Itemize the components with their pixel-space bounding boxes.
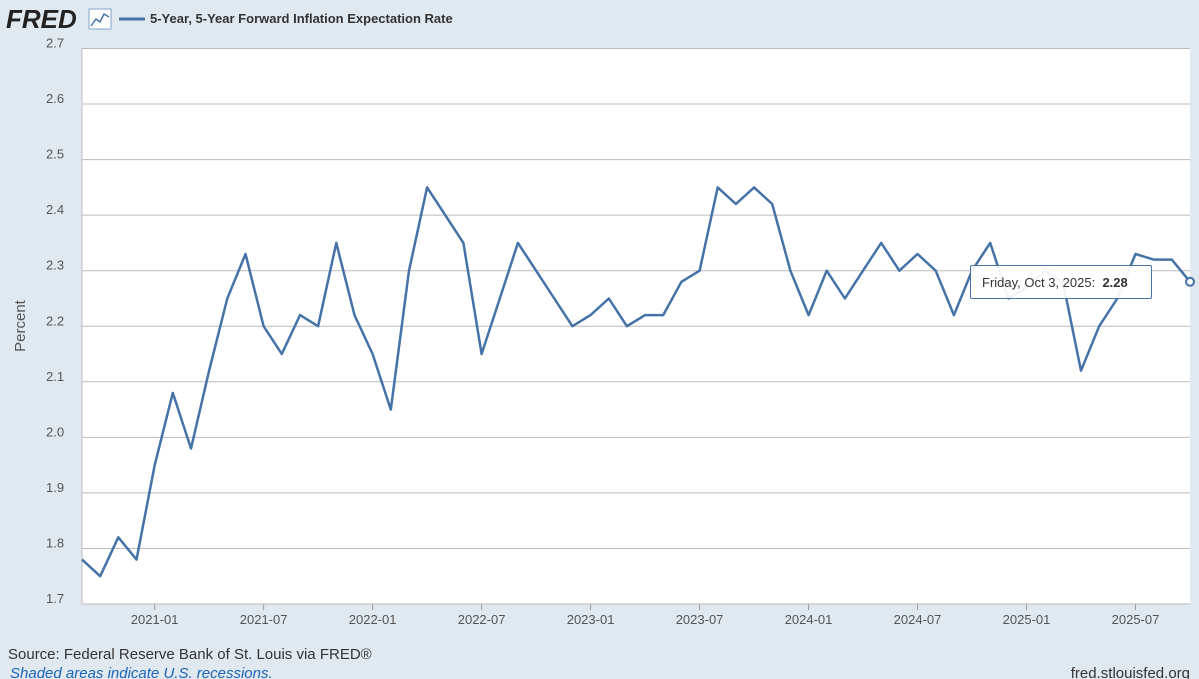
tooltip-value: 2.28 — [1102, 274, 1128, 290]
recession-note[interactable]: Shaded areas indicate U.S. recessions. — [10, 665, 273, 679]
x-tick-label: 2025-07 — [1112, 612, 1160, 627]
source: Source: Federal Reserve Bank of St. Loui… — [8, 646, 372, 663]
x-tick-label: 2023-07 — [676, 612, 724, 627]
x-tick-label: 2024-07 — [894, 612, 942, 627]
y-tick-label: 2.3 — [46, 258, 64, 273]
x-tick-label: 2022-07 — [458, 612, 506, 627]
tooltip-label: Friday, Oct 3, 2025: — [982, 274, 1096, 290]
y-axis-label: Percent — [12, 299, 29, 352]
y-tick-label: 2.7 — [46, 36, 64, 51]
x-tick-label: 2021-01 — [131, 612, 179, 627]
y-tick-label: 2.0 — [46, 424, 64, 439]
logo-icon — [88, 8, 112, 30]
y-tick-label: 2.4 — [46, 202, 64, 217]
y-tick-label: 2.5 — [46, 147, 64, 162]
logo: FRED — [6, 4, 77, 34]
y-tick-label: 1.7 — [46, 591, 64, 606]
x-tick-label: 2022-01 — [349, 612, 397, 627]
y-tick-label: 2.1 — [46, 369, 64, 384]
site: fred.stlouisfed.org — [1071, 665, 1190, 679]
x-tick-label: 2021-07 — [240, 612, 288, 627]
logo-icon-line — [90, 12, 110, 27]
x-tick-label: 2023-01 — [567, 612, 615, 627]
tooltip-marker — [1185, 276, 1195, 287]
y-tick-label: 1.8 — [46, 535, 64, 550]
legend-label: 5-Year, 5-Year Forward Inflation Expecta… — [150, 11, 453, 26]
y-tick-label: 2.6 — [46, 91, 64, 106]
y-tick-label: 1.9 — [46, 480, 64, 495]
y-tick-label: 2.2 — [46, 313, 64, 328]
x-tick-label: 2024-01 — [785, 612, 833, 627]
x-tick-label: 2025-01 — [1003, 612, 1051, 627]
tooltip: Friday, Oct 3, 2025: 2.28 — [970, 264, 1152, 299]
